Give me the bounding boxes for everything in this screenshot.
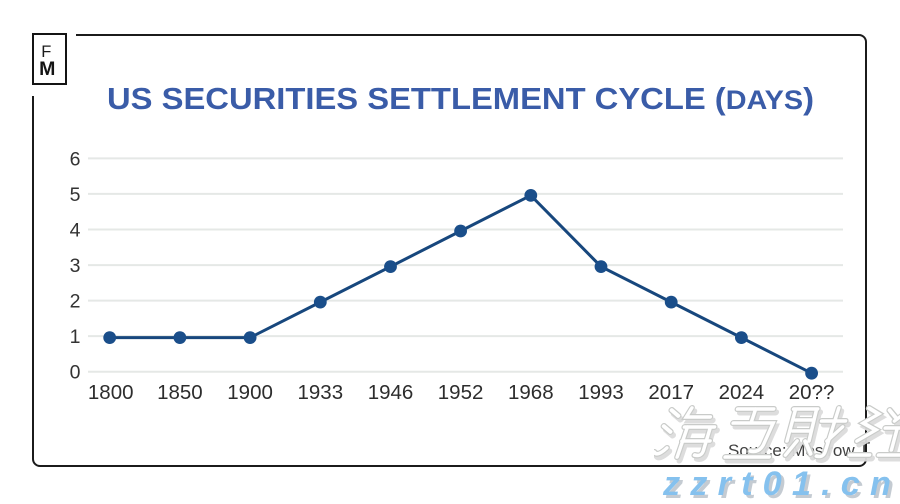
svg-text:1946: 1946: [368, 381, 414, 404]
svg-text:0: 0: [70, 362, 81, 384]
svg-text:5: 5: [70, 184, 81, 206]
svg-text:1850: 1850: [157, 381, 203, 404]
svg-text:2024: 2024: [719, 381, 765, 404]
svg-text:1800: 1800: [88, 381, 134, 404]
svg-text:1900: 1900: [227, 381, 273, 404]
svg-text:4: 4: [70, 220, 81, 242]
svg-text:1933: 1933: [297, 381, 343, 404]
svg-text:1993: 1993: [578, 381, 624, 404]
svg-text:1: 1: [70, 326, 81, 348]
svg-text:1968: 1968: [508, 381, 554, 404]
svg-text:3: 3: [70, 255, 81, 277]
svg-text:1952: 1952: [438, 381, 484, 404]
svg-text:20??: 20??: [789, 381, 835, 404]
svg-text:2: 2: [70, 291, 81, 313]
svg-text:6: 6: [70, 148, 81, 170]
svg-text:2017: 2017: [648, 381, 694, 404]
